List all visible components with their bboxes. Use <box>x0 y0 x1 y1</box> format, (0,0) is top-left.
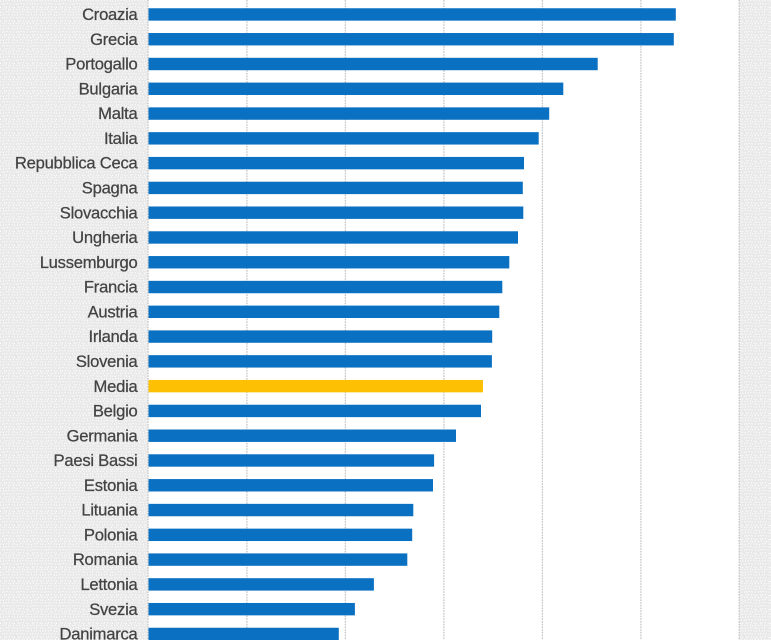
svg-text:Bulgaria: Bulgaria <box>79 79 139 98</box>
svg-text:Repubblica Ceca: Repubblica Ceca <box>15 154 139 173</box>
svg-text:Austria: Austria <box>88 302 139 321</box>
svg-text:Italia: Italia <box>104 129 139 148</box>
svg-text:Croazia: Croazia <box>82 5 138 24</box>
svg-text:Malta: Malta <box>98 104 138 123</box>
svg-text:Slovenia: Slovenia <box>76 352 139 371</box>
svg-text:Lussemburgo: Lussemburgo <box>40 253 138 272</box>
svg-text:Slovacchia: Slovacchia <box>60 203 139 222</box>
svg-text:Paesi Bassi: Paesi Bassi <box>54 451 138 470</box>
svg-text:Danimarca: Danimarca <box>60 625 139 640</box>
svg-text:Germania: Germania <box>67 426 139 445</box>
svg-text:Lettonia: Lettonia <box>80 575 138 594</box>
svg-text:Francia: Francia <box>84 278 139 297</box>
svg-text:Svezia: Svezia <box>89 600 138 619</box>
svg-text:Grecia: Grecia <box>90 30 138 49</box>
svg-text:Portogallo: Portogallo <box>65 55 137 74</box>
svg-text:Spagna: Spagna <box>82 179 139 198</box>
svg-text:Belgio: Belgio <box>93 402 138 421</box>
svg-text:Polonia: Polonia <box>84 525 139 544</box>
svg-text:Romania: Romania <box>73 550 139 569</box>
svg-text:Estonia: Estonia <box>84 476 139 495</box>
svg-text:Ungheria: Ungheria <box>72 228 138 247</box>
svg-text:Lituania: Lituania <box>81 501 138 520</box>
svg-text:Irlanda: Irlanda <box>89 327 139 346</box>
svg-text:Media: Media <box>94 377 139 396</box>
